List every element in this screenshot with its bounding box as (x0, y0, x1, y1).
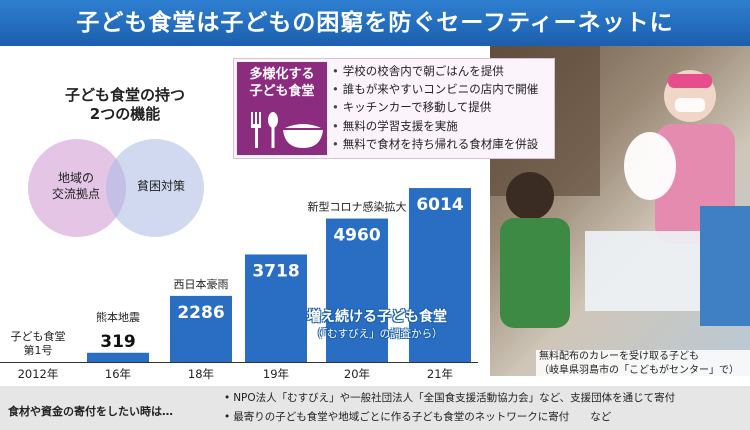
data-label: 4960 (333, 226, 380, 246)
x-tick-label: 16年 (105, 367, 131, 381)
diverse-list: 学校の校舎内で朝ごはんを提供 誰もが来やすいコンビニの店内で開催 キッチンカーで… (332, 62, 539, 153)
venn-label-poverty: 貧困対策 (136, 179, 185, 193)
photo-caption-line2: （岐阜県羽島市の「こどもがセンター」で） (539, 365, 739, 376)
footer-label: 食材や資金の寄付をしたい時は… (8, 405, 173, 418)
annotation-label: 新型コロナ感染拡大 (308, 200, 407, 214)
annotation-label: 子ども食堂 (11, 329, 66, 343)
diverse-item: 無料の学習支援を実施 (332, 117, 538, 135)
diverse-item: 無料で食材を持ち帰れる食材庫を併設 (332, 135, 539, 153)
photo-illustration (490, 46, 750, 328)
data-label: 6014 (416, 195, 463, 215)
bar (245, 254, 307, 362)
venn-label-community-line1: 地域の (57, 171, 94, 185)
page-title: 子ども食堂は子どもの困窮を防ぐセーフティーネットに (0, 0, 750, 46)
functions-title: 子ども食堂の持つ 2つの機能 (50, 86, 200, 124)
chart-source: （「むすびえ」の調査から） (311, 328, 443, 340)
venn-circle-poverty (106, 139, 204, 237)
diverse-badge-text: 多様化する 子ども食堂 (237, 66, 327, 100)
x-tick-label: 21年 (427, 367, 453, 381)
photo-caption: 無料配布のカレーを受け取る子ども （岐阜県羽島市の「こどもがセンター」で） (536, 350, 750, 378)
venn-label-community-line2: 交流拠点 (51, 187, 100, 201)
x-tick-label: 19年 (263, 367, 289, 381)
utensils-bowl-icon (251, 112, 323, 148)
bar (87, 352, 149, 362)
diverse-badge (237, 62, 327, 155)
photo-children-receiving-curry (490, 46, 750, 376)
bar (170, 295, 232, 362)
bar (326, 218, 388, 362)
diverse-badge-line2: 子ども食堂 (249, 84, 315, 99)
diverse-badge-line1: 多様化する (249, 67, 315, 82)
diverse-item: キッチンカーで移動して提供 (332, 98, 538, 116)
data-label: 2286 (177, 303, 224, 323)
x-tick-label: 20年 (344, 367, 370, 381)
diverse-item: 誰もが来やすいコンビニの店内で開催 (332, 80, 539, 98)
bar (409, 188, 471, 362)
functions-title-line1: 子ども食堂の持つ (64, 86, 185, 104)
functions-title-line2: 2つの機能 (89, 105, 161, 123)
x-tick-label: 18年 (188, 367, 214, 381)
annotation-label: 西日本豪雨 (174, 277, 229, 291)
diverse-item: 学校の校舎内で朝ごはんを提供 (332, 62, 538, 80)
footer-item: 最寄りの子ども食堂や地域ごとに作る子ども食堂のネットワークに寄付 など (224, 408, 675, 427)
annotation-label: 第1号 (24, 343, 53, 357)
data-label: 3718 (252, 261, 299, 281)
footer-item: NPO法人「むすびえ」や一般社団法人「全国食支援活動協力会」など、支援団体を通じ… (224, 389, 675, 408)
data-label: 319 (100, 332, 136, 352)
photo-caption-line1: 無料配布のカレーを受け取る子ども (539, 351, 699, 362)
footer-list: NPO法人「むすびえ」や一般社団法人「全国食支援活動協力会」など、支援団体を通じ… (224, 389, 675, 427)
venn-label-community: 地域の 交流拠点 (44, 170, 108, 202)
chart-title: 増え続ける子ども食堂 (307, 309, 447, 325)
x-tick-label: 2012年 (18, 367, 59, 381)
annotation-label: 熊本地震 (96, 310, 140, 324)
